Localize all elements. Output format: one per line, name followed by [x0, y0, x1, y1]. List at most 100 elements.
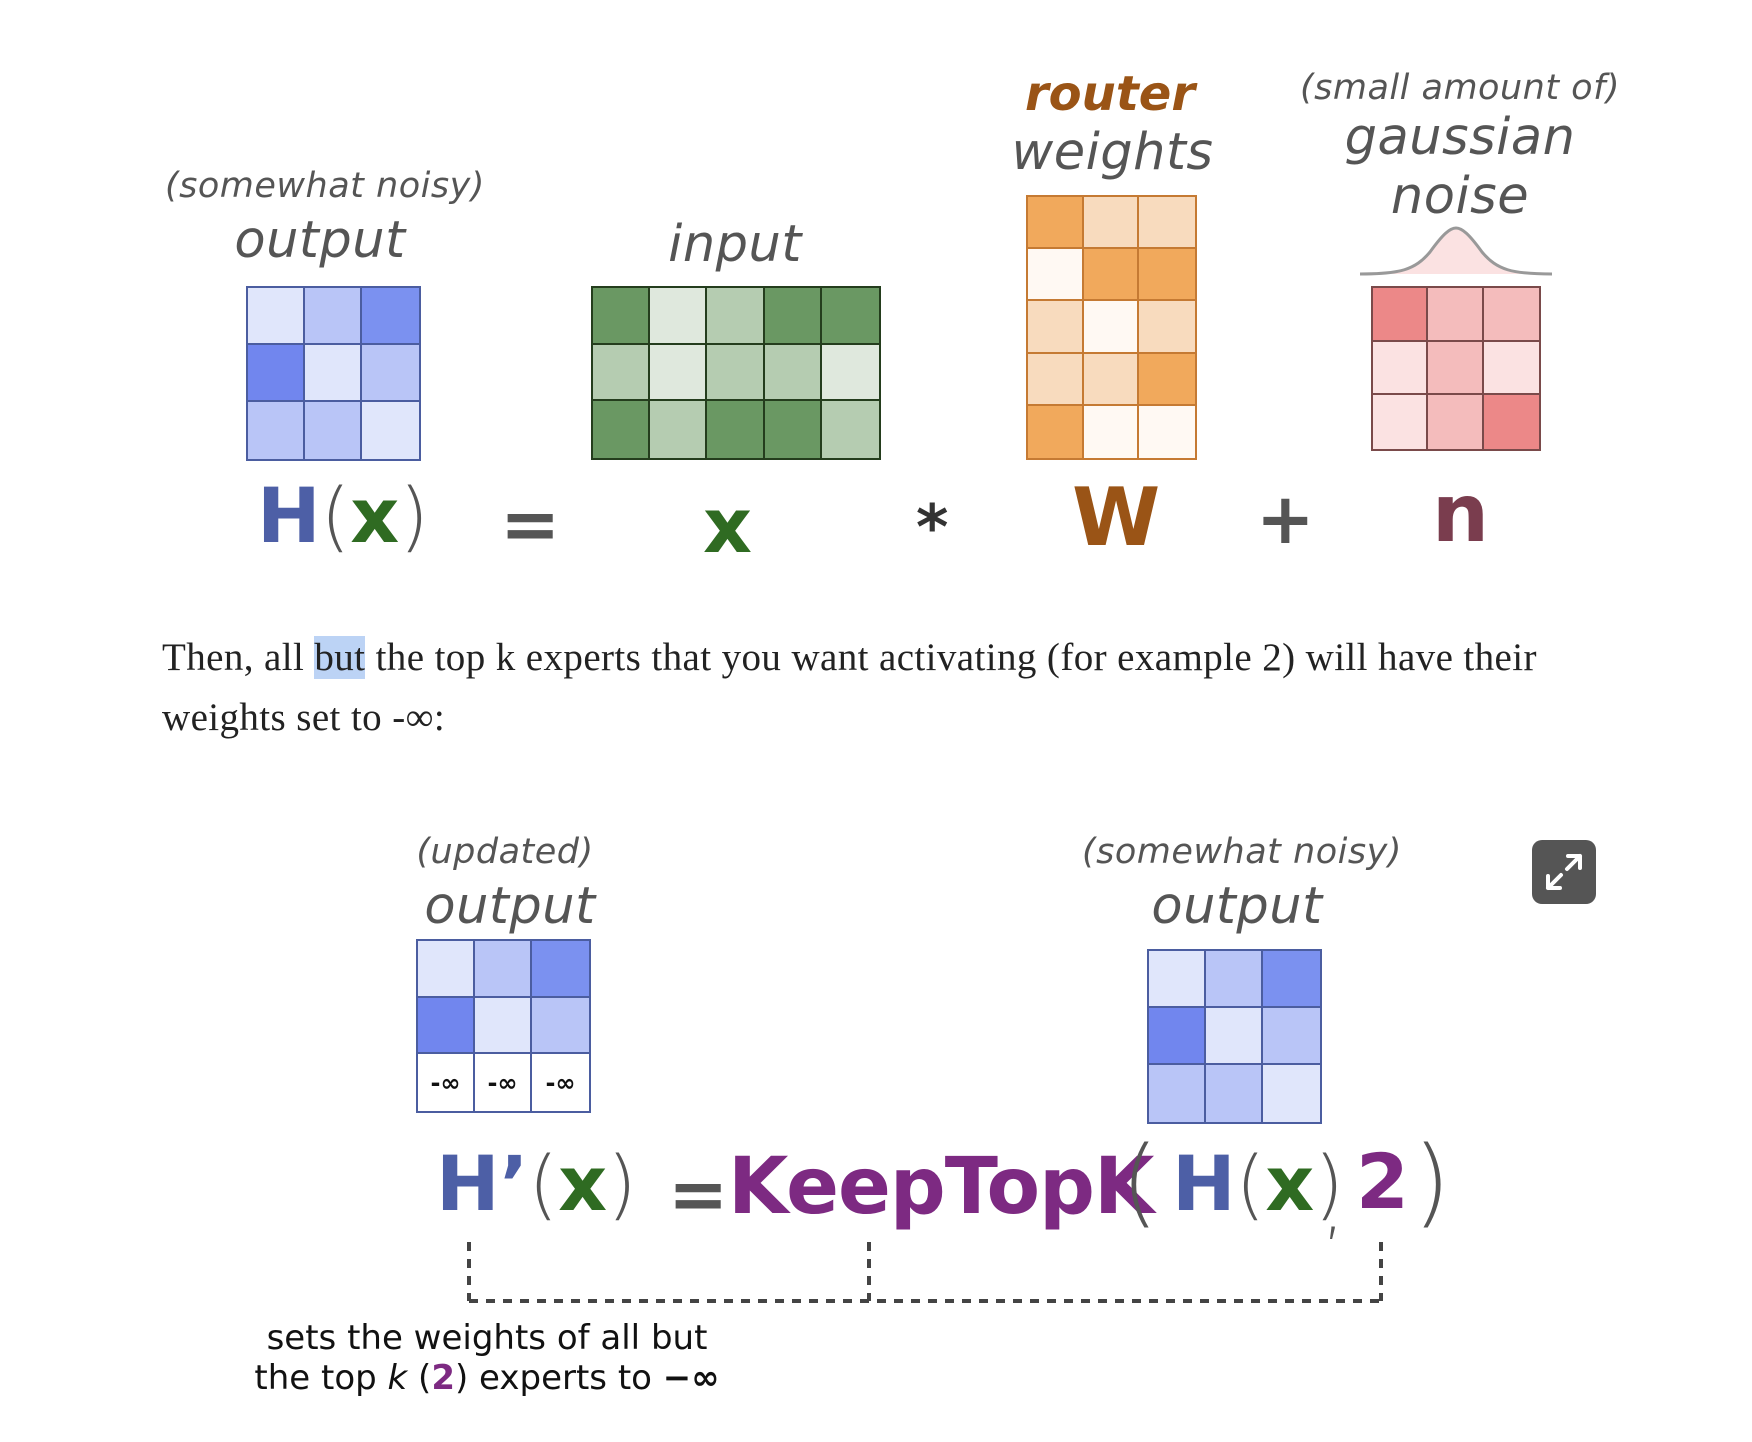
x-symbol: x — [350, 471, 400, 560]
H-prime-symbol: H’ — [436, 1139, 529, 1228]
input-cell — [821, 401, 879, 458]
explanation-paragraph: Then, all but the top k experts that you… — [162, 628, 1602, 748]
router-weight-cell — [1139, 249, 1195, 302]
updated-qualifier: (updated) — [416, 832, 594, 872]
close-paren: ) — [607, 1139, 637, 1228]
router-weight-cell — [1028, 301, 1084, 354]
updated-output-cell — [532, 997, 589, 1055]
keeptopk-note-line1: sets the weights of all but — [266, 1318, 708, 1358]
equals-sign: = — [500, 482, 561, 566]
noisy-output-matrix-bottom — [1147, 949, 1322, 1124]
input-cell — [650, 344, 708, 402]
func-open-paren: ( — [1121, 1126, 1159, 1238]
updated-output-cell — [475, 941, 532, 998]
noise-cell — [1373, 341, 1429, 396]
note-neg-infinity: −∞ — [662, 1358, 720, 1398]
note-k-number: 2 — [431, 1358, 455, 1398]
noise-qualifier: (small amount of) — [1300, 68, 1621, 108]
noise-label: noise — [1390, 167, 1530, 226]
formula-H-of-x: H(x) — [257, 478, 429, 554]
paragraph-text-before: Then, all — [162, 636, 315, 679]
neg-infinity-cell: -∞ — [532, 1054, 589, 1111]
output-cell — [248, 345, 305, 402]
input-label: input — [668, 215, 802, 274]
noisy-output-cell — [1206, 1008, 1263, 1065]
noisy-output-qualifier: (somewhat noisy) — [165, 166, 485, 206]
output-matrix — [246, 286, 421, 461]
input-cell — [650, 401, 708, 458]
updated-output-cell — [532, 941, 589, 998]
router-weight-cell — [1083, 301, 1140, 354]
input-cell — [650, 288, 708, 345]
router-weight-cell — [1139, 353, 1195, 406]
multiply-sign: * — [916, 491, 949, 564]
noise-cell — [1428, 288, 1484, 342]
inner-close-paren: ) — [1314, 1139, 1344, 1228]
input-cell — [593, 401, 651, 458]
close-paren: ) — [399, 471, 429, 560]
router-label: router — [1025, 66, 1195, 122]
input-cell — [593, 288, 651, 345]
noise-cell — [1373, 288, 1429, 342]
updated-output-label: output — [424, 877, 596, 936]
noise-matrix — [1371, 286, 1541, 451]
noise-cell — [1428, 341, 1484, 396]
open-paren: ( — [528, 1139, 559, 1228]
router-weight-cell — [1083, 197, 1140, 250]
output-label: output — [234, 211, 406, 270]
note-text-b: ( — [407, 1358, 432, 1398]
router-weight-cell — [1139, 197, 1195, 250]
input-cell — [764, 288, 822, 345]
keeptopk-function: KeepTopK — [728, 1142, 1154, 1232]
paragraph-highlighted-word: but — [314, 636, 366, 679]
paragraph-text-after: the top k experts that you want activati… — [162, 636, 1537, 739]
input-cell — [821, 344, 879, 402]
updated-output-cell — [475, 997, 532, 1055]
router-weights-matrix — [1026, 195, 1197, 460]
noisy-output-qualifier-bottom: (somewhat noisy) — [1082, 832, 1402, 872]
gaussian-curve-icon — [1359, 226, 1553, 276]
input-cell — [821, 288, 879, 345]
noisy-output-cell — [1206, 1065, 1263, 1122]
n-symbol: n — [1432, 467, 1489, 560]
gaussian-label: gaussian — [1344, 108, 1576, 167]
noisy-output-cell — [1149, 1065, 1206, 1122]
noise-cell — [1373, 395, 1429, 449]
router-weight-cell — [1028, 249, 1084, 302]
H-symbol: H — [257, 471, 321, 560]
noisy-output-cell — [1263, 1065, 1320, 1122]
noisy-output-cell — [1206, 951, 1263, 1008]
router-weight-cell — [1028, 405, 1084, 458]
router-weight-cell — [1083, 249, 1140, 302]
inner-x-symbol: x — [1265, 1139, 1315, 1228]
router-weight-cell — [1083, 353, 1140, 406]
output-cell — [248, 288, 305, 345]
note-text-c: ) experts to — [454, 1358, 663, 1398]
x-input-symbol: x — [703, 481, 753, 570]
noise-cell — [1483, 288, 1539, 342]
expand-image-button[interactable] — [1532, 840, 1596, 904]
router-weight-cell — [1028, 353, 1084, 406]
output-cell — [305, 345, 362, 402]
equals-sign-bottom: = — [668, 1152, 729, 1236]
comma: , — [1322, 1166, 1345, 1248]
noisy-output-cell — [1149, 1008, 1206, 1065]
open-paren: ( — [320, 471, 351, 560]
note-text-a: the top — [254, 1358, 388, 1398]
weights-label: weights — [1011, 123, 1214, 182]
router-weight-cell — [1139, 301, 1195, 354]
W-symbol: W — [1072, 471, 1161, 564]
noise-cell — [1428, 395, 1484, 449]
k-value: 2 — [1356, 1137, 1409, 1226]
x-symbol: x — [558, 1139, 608, 1228]
neg-infinity-cell: -∞ — [418, 1054, 475, 1111]
updated-output-cell — [418, 941, 475, 998]
input-cell — [707, 288, 765, 345]
noisy-output-label-bottom: output — [1151, 877, 1323, 936]
router-weight-cell — [1083, 405, 1140, 458]
inner-open-paren: ( — [1235, 1139, 1266, 1228]
plus-sign: + — [1256, 478, 1315, 560]
keeptopk-note-line2: the top k (2) experts to −∞ — [222, 1358, 752, 1398]
router-weight-cell — [1139, 405, 1195, 458]
input-cell — [593, 344, 651, 402]
